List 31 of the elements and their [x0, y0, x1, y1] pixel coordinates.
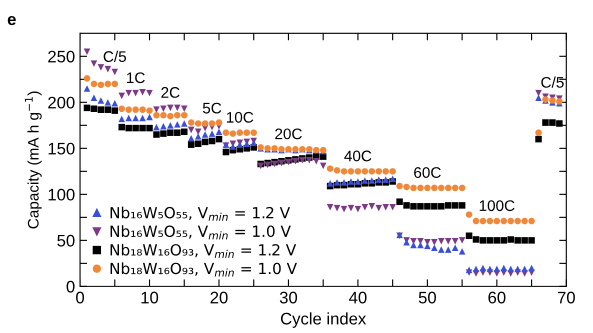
annotation: 60C [414, 167, 441, 178]
annotation: 5C [202, 102, 222, 114]
annotation: 100C [480, 200, 515, 212]
x-tick-label: 60 [488, 292, 506, 304]
x-axis-title: Cycle index [280, 312, 366, 328]
x-tick-label: 20 [210, 292, 228, 304]
annotation: C/5 [541, 76, 564, 88]
annotation: 20C [275, 128, 302, 140]
annotation: 10C [226, 112, 254, 123]
y-tick-label: 100 [48, 188, 75, 201]
y-tick-label: 150 [48, 142, 75, 155]
legend-label: Nb₁₈W₁₆O₉₃, V$_{min}$ = 1.2 V [110, 244, 296, 258]
y-tick-label: 50 [57, 234, 75, 247]
y-axis-title: Capacity (mA h g$^{−1}$) [24, 92, 42, 228]
annotation: 40C [344, 150, 372, 162]
y-tick-label: 200 [48, 96, 75, 109]
y-tick-label: 250 [48, 50, 75, 63]
annotation: 1C [127, 72, 145, 84]
x-tick-label: 30 [280, 292, 298, 304]
x-tick-label: 70 [558, 292, 575, 304]
x-tick-label: 0 [76, 292, 84, 304]
annotation: 2C [161, 87, 180, 98]
y-tick-label: 0 [66, 280, 75, 293]
legend-label: Nb₁₆W₅O₅₅, V$_{min}$ = 1.0 V [110, 225, 291, 240]
legend-label: Nb₁₈W₁₆O₉₃, V$_{min}$ = 1.0 V [110, 262, 297, 277]
x-tick-label: 50 [418, 292, 436, 304]
x-tick-label: 10 [142, 292, 158, 304]
x-tick-label: 40 [349, 292, 367, 304]
annotation: C/5 [104, 50, 126, 62]
chart-title: e [8, 16, 16, 26]
legend-label: Nb₁₆W₅O₅₅, V$_{min}$ = 1.2 V [110, 206, 290, 221]
